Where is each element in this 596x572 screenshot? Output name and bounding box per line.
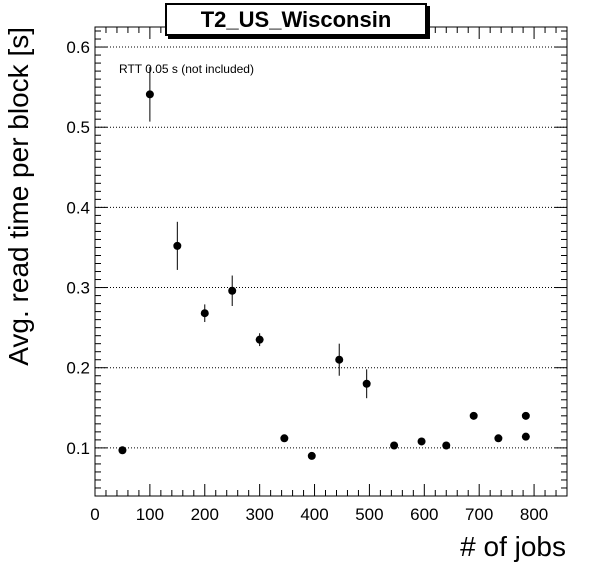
- chart-title-box: T2_US_Wisconsin: [165, 3, 427, 36]
- y-tick-label: 0.1: [66, 439, 90, 458]
- data-point: [145, 90, 154, 99]
- data-point: [417, 437, 426, 446]
- annotation-text: RTT 0.05 s (not included): [119, 62, 254, 76]
- data-points: [118, 67, 530, 460]
- y-tick-label: 0.2: [66, 359, 90, 378]
- data-point: [442, 441, 451, 450]
- data-point: [280, 434, 289, 443]
- y-axis-label: Avg. read time per block [s]: [3, 27, 34, 366]
- data-point: [255, 335, 264, 344]
- x-tick-label: 300: [245, 505, 273, 524]
- data-point: [390, 441, 399, 450]
- data-point: [335, 355, 344, 364]
- x-tick-label: 200: [191, 505, 219, 524]
- data-point: [118, 446, 127, 455]
- tick-labels: 0.1 0.2 0.3 0.4 0.5 0.6 0 100 200 300 400 500 600 700…: [66, 38, 548, 524]
- x-tick-label: 100: [136, 505, 164, 524]
- data-point: [469, 411, 478, 420]
- data-point: [228, 286, 237, 295]
- x-tick-label: 500: [355, 505, 383, 524]
- data-point: [173, 241, 182, 250]
- x-tick-label: 700: [465, 505, 493, 524]
- x-axis-label: # of jobs: [460, 531, 566, 562]
- y-tick-label: 0.5: [66, 118, 90, 137]
- x-tick-label: 0: [90, 505, 99, 524]
- y-tick-label: 0.4: [66, 198, 90, 217]
- data-point: [521, 411, 530, 420]
- x-tick-label: 600: [410, 505, 438, 524]
- y-tick-label: 0.3: [66, 279, 90, 298]
- x-tick-label: 800: [520, 505, 548, 524]
- data-point: [521, 432, 530, 441]
- grid-lines: [95, 46, 567, 449]
- plot-frame: [94, 26, 568, 497]
- data-point: [362, 379, 371, 388]
- data-point: [200, 309, 209, 318]
- axis-ticks: [94, 27, 568, 497]
- y-tick-label: 0.6: [66, 38, 90, 57]
- x-tick-label: 400: [300, 505, 328, 524]
- chart-title: T2_US_Wisconsin: [200, 6, 392, 32]
- data-point: [494, 434, 503, 443]
- data-point: [307, 451, 316, 460]
